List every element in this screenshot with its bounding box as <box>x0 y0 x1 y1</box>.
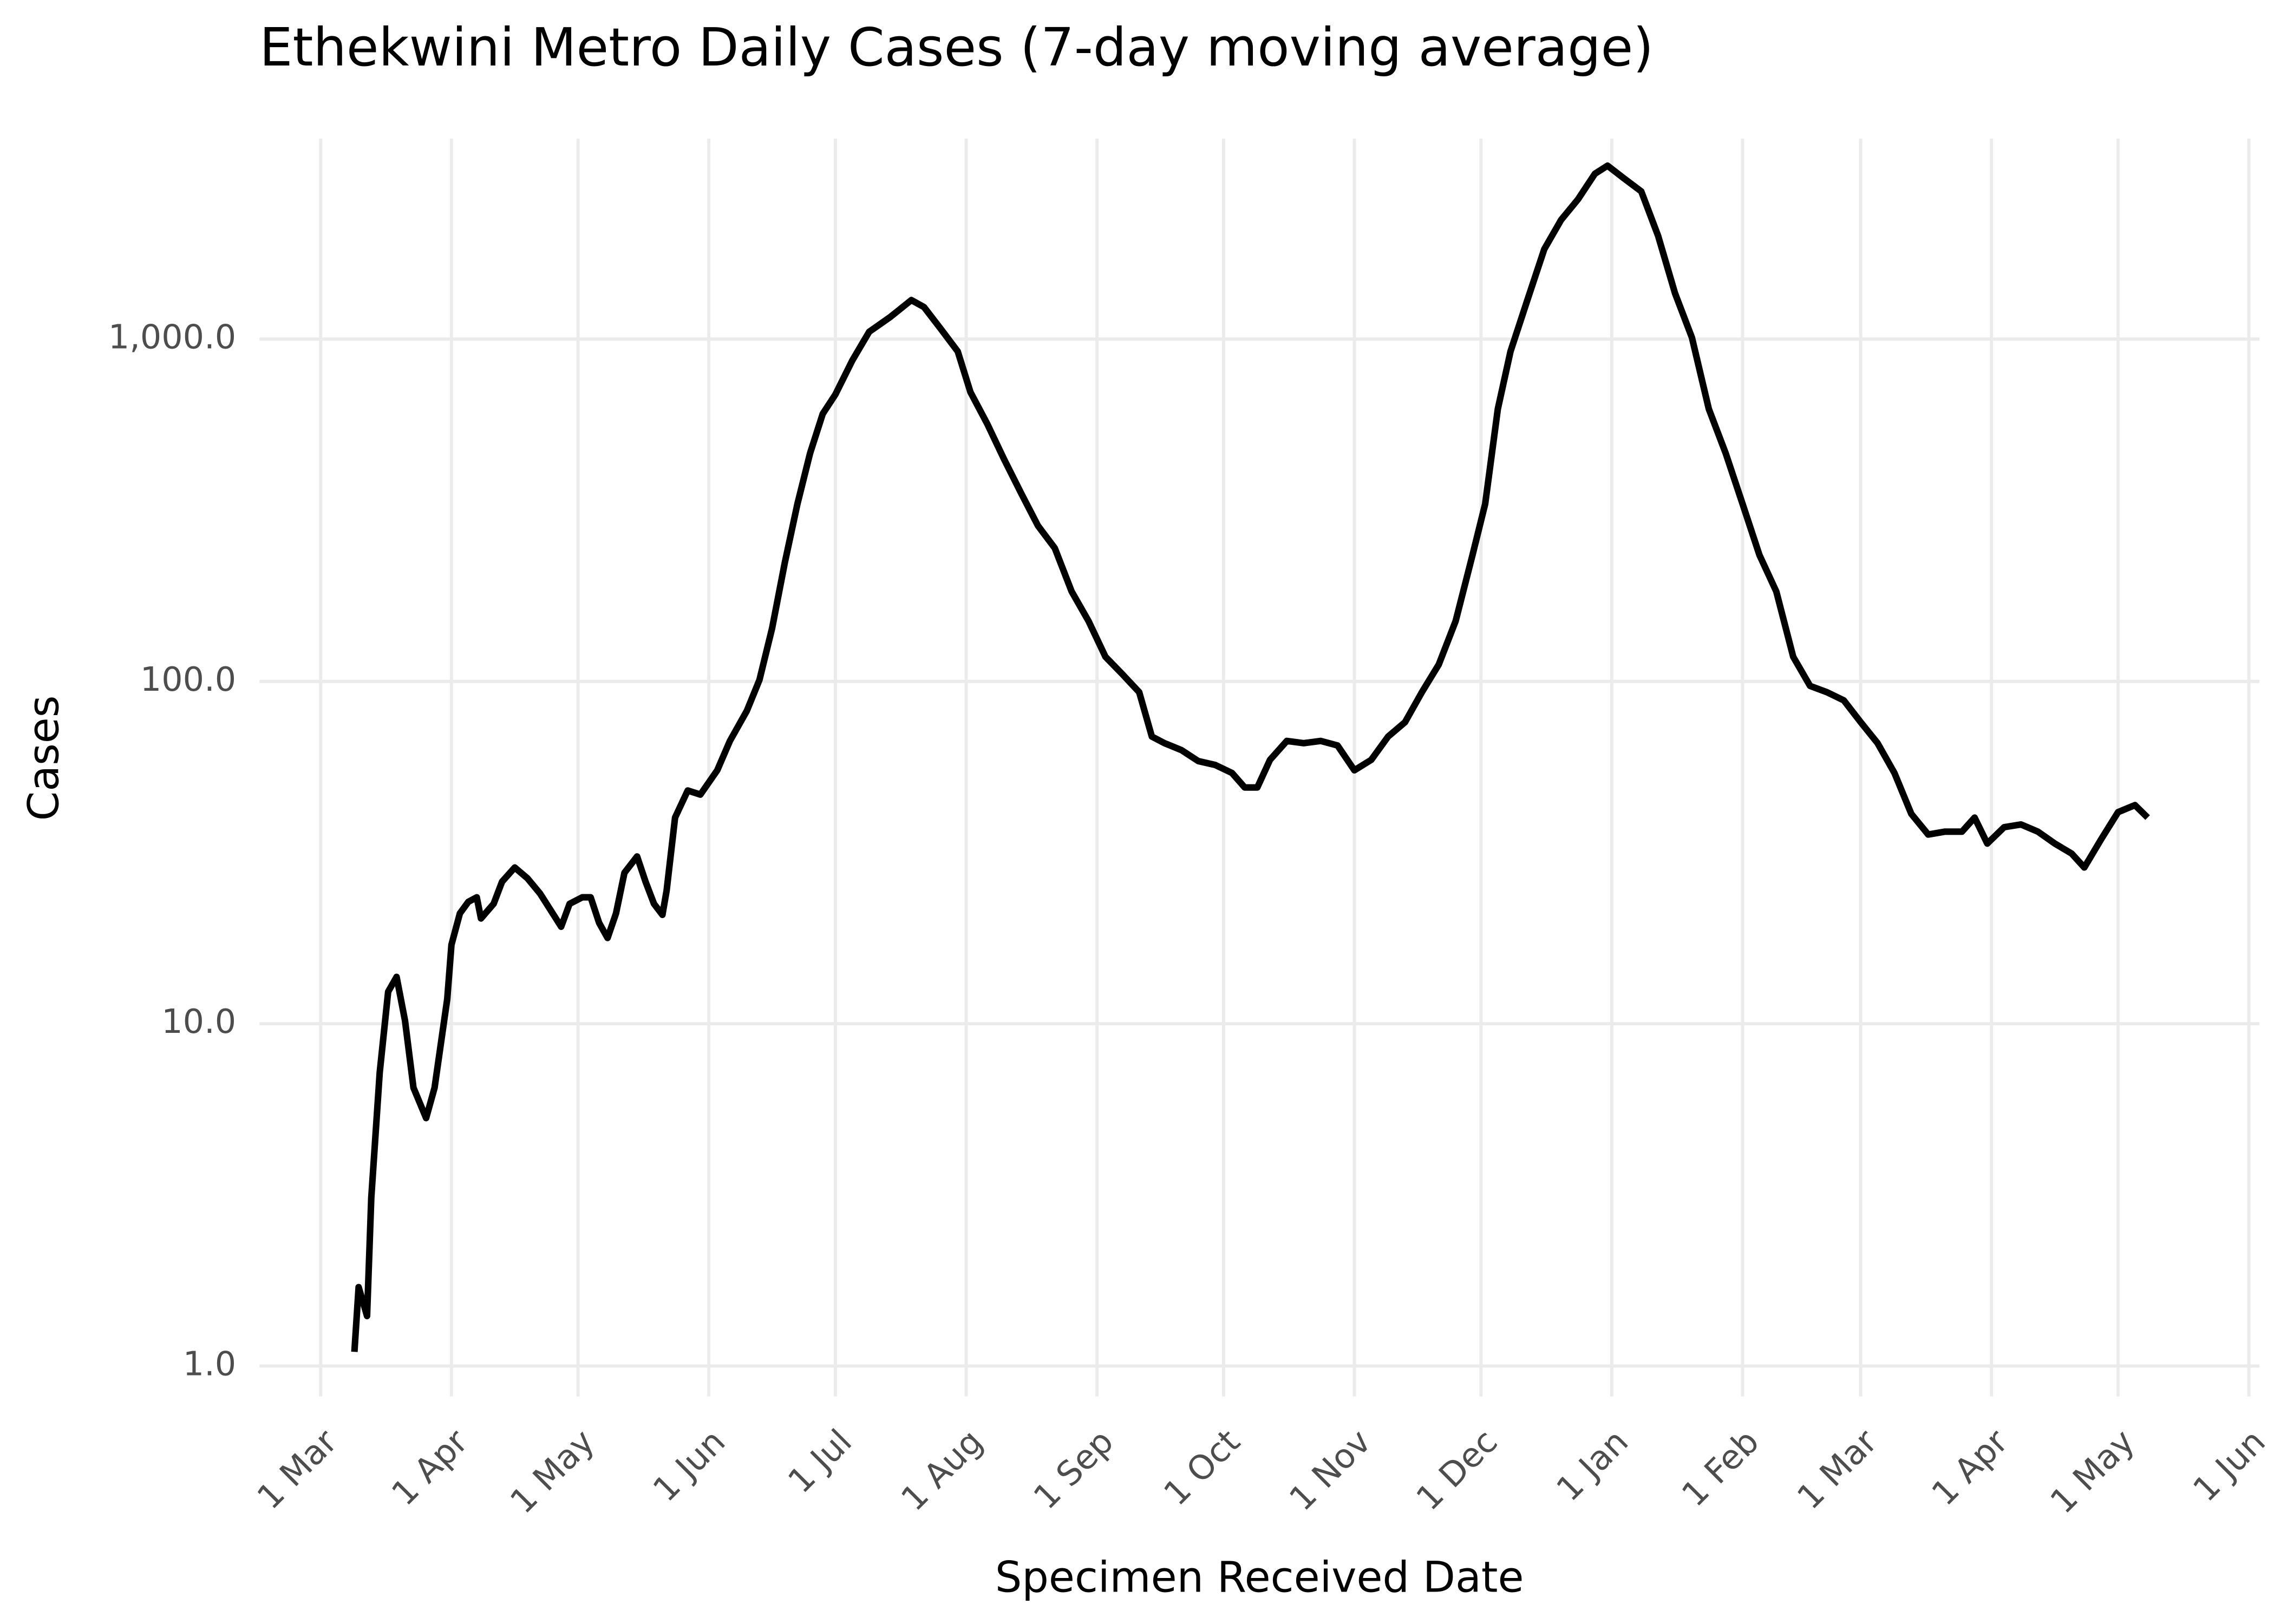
x-tick-label: 1 Sep <box>1026 1422 1121 1517</box>
x-tick-label: 1 Jun <box>645 1422 733 1509</box>
chart-title: Ethekwini Metro Daily Cases (7-day movin… <box>259 17 1654 78</box>
x-tick-label: 1 May <box>503 1422 602 1521</box>
plot-area <box>351 162 2150 1352</box>
x-axis-title: Specimen Received Date <box>995 1553 1524 1602</box>
y-tick-label: 1.0 <box>183 1345 236 1384</box>
y-tick-label: 1,000.0 <box>108 317 236 356</box>
x-tick-label: 1 Dec <box>1409 1422 1505 1518</box>
x-tick-label: 1 Mar <box>250 1422 345 1517</box>
x-tick-label: 1 May <box>2043 1422 2142 1521</box>
x-tick-label: 1 Aug <box>894 1422 990 1518</box>
x-tick-label: 1 Oct <box>1156 1422 1247 1513</box>
x-tick-label: 1 Jan <box>1549 1422 1636 1509</box>
x-tick-label: 1 Mar <box>1790 1422 1885 1517</box>
x-tick-label: 1 Apr <box>1924 1422 2016 1513</box>
y-axis-title: Cases <box>20 696 69 821</box>
x-tick-label: 1 Jun <box>2186 1422 2273 1509</box>
x-tick-label: 1 Apr <box>384 1422 476 1513</box>
y-tick-label: 100.0 <box>140 660 236 699</box>
data-line <box>351 162 2150 1352</box>
grid <box>259 139 2260 1397</box>
x-tick-label: 1 Feb <box>1674 1422 1766 1514</box>
x-tick-label: 1 Nov <box>1282 1422 1378 1518</box>
x-tick-label: 1 Jul <box>781 1422 860 1501</box>
y-tick-label: 10.0 <box>161 1002 236 1041</box>
